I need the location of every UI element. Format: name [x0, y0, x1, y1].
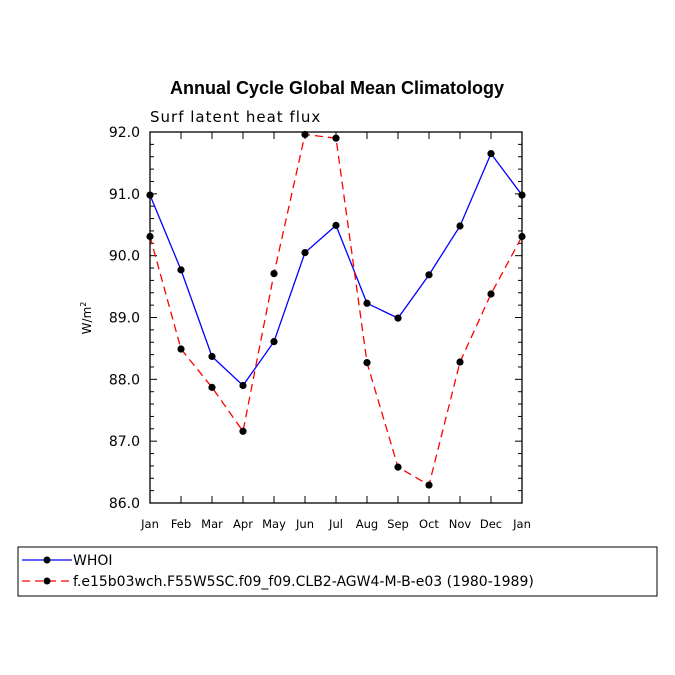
data-point-s1-1 [177, 345, 185, 353]
plot-area [146, 130, 526, 489]
chart-title: Annual Cycle Global Mean Climatology [170, 78, 504, 98]
y-tick-label: 91.0 [109, 187, 140, 203]
x-tick-label: Dec [480, 517, 502, 531]
legend-label-model: f.e15b03wch.F55W5SC.f09_f09.CLB2-AGW4-M-… [73, 574, 534, 590]
x-tick-label: Jan [140, 517, 159, 531]
data-point-s0-2 [208, 352, 216, 361]
x-tick-label: Oct [419, 517, 439, 531]
y-tick-label: 92.0 [109, 125, 140, 141]
legend: WHOI f.e15b03wch.F55W5SC.f09_f09.CLB2-AG… [17, 546, 658, 597]
data-point-s0-5 [301, 248, 309, 257]
y-tick-label: 87.0 [109, 434, 140, 450]
data-point-s1-3 [239, 427, 247, 435]
chart-subtitle: Surf latent heat flux [150, 108, 321, 126]
plot-frame [149, 131, 523, 504]
x-tick-label: Apr [233, 517, 253, 531]
data-point-s1-7 [363, 359, 371, 367]
data-point-s1-2 [208, 383, 216, 391]
data-point-s1-11 [487, 290, 495, 298]
data-point-s0-3 [239, 381, 247, 390]
x-tick-label: Jun [295, 517, 314, 531]
legend-marker-model [43, 577, 51, 585]
y-axis-label-text: W/m [80, 307, 94, 335]
x-tick-label: May [262, 517, 286, 531]
data-point-s1-5 [301, 130, 309, 139]
legend-box [17, 546, 658, 597]
data-point-s1-4 [270, 269, 278, 278]
data-point-s1-8 [394, 463, 402, 471]
data-point-s0-1 [177, 266, 185, 274]
y-tick-label: 90.0 [109, 249, 140, 265]
y-axis-label-superscript: 2 [79, 302, 88, 307]
x-tick-label: Feb [171, 517, 191, 531]
data-point-s0-6 [332, 221, 340, 229]
y-tick-label: 89.0 [109, 311, 140, 327]
data-point-s0-8 [394, 314, 402, 322]
legend-item-whoi: WHOI [22, 553, 113, 569]
x-tick-label: Jul [328, 517, 343, 531]
data-point-s1-10 [456, 358, 464, 366]
x-tick-label: Aug [356, 517, 378, 531]
data-point-s1-9 [425, 481, 433, 489]
legend-marker-whoi [43, 556, 51, 564]
x-tick-label: Mar [201, 517, 223, 531]
data-point-s0-11 [487, 150, 495, 158]
data-point-s0-10 [456, 222, 464, 230]
y-tick-label: 88.0 [109, 372, 140, 388]
legend-label-whoi: WHOI [73, 553, 113, 569]
x-tick-label: Nov [449, 517, 472, 531]
legend-item-model: f.e15b03wch.F55W5SC.f09_f09.CLB2-AGW4-M-… [22, 574, 534, 590]
x-tick-label: Sep [387, 517, 409, 531]
data-point-s0-9 [425, 271, 433, 279]
y-axis-label: W/m2 [79, 302, 94, 335]
x-tick-label: Jan [512, 517, 531, 531]
y-tick-label: 86.0 [109, 496, 140, 512]
data-point-s1-6 [332, 134, 340, 142]
svg-text:W/m2: W/m2 [79, 302, 94, 335]
data-point-s0-7 [363, 299, 371, 307]
data-point-s0-4 [270, 338, 278, 346]
